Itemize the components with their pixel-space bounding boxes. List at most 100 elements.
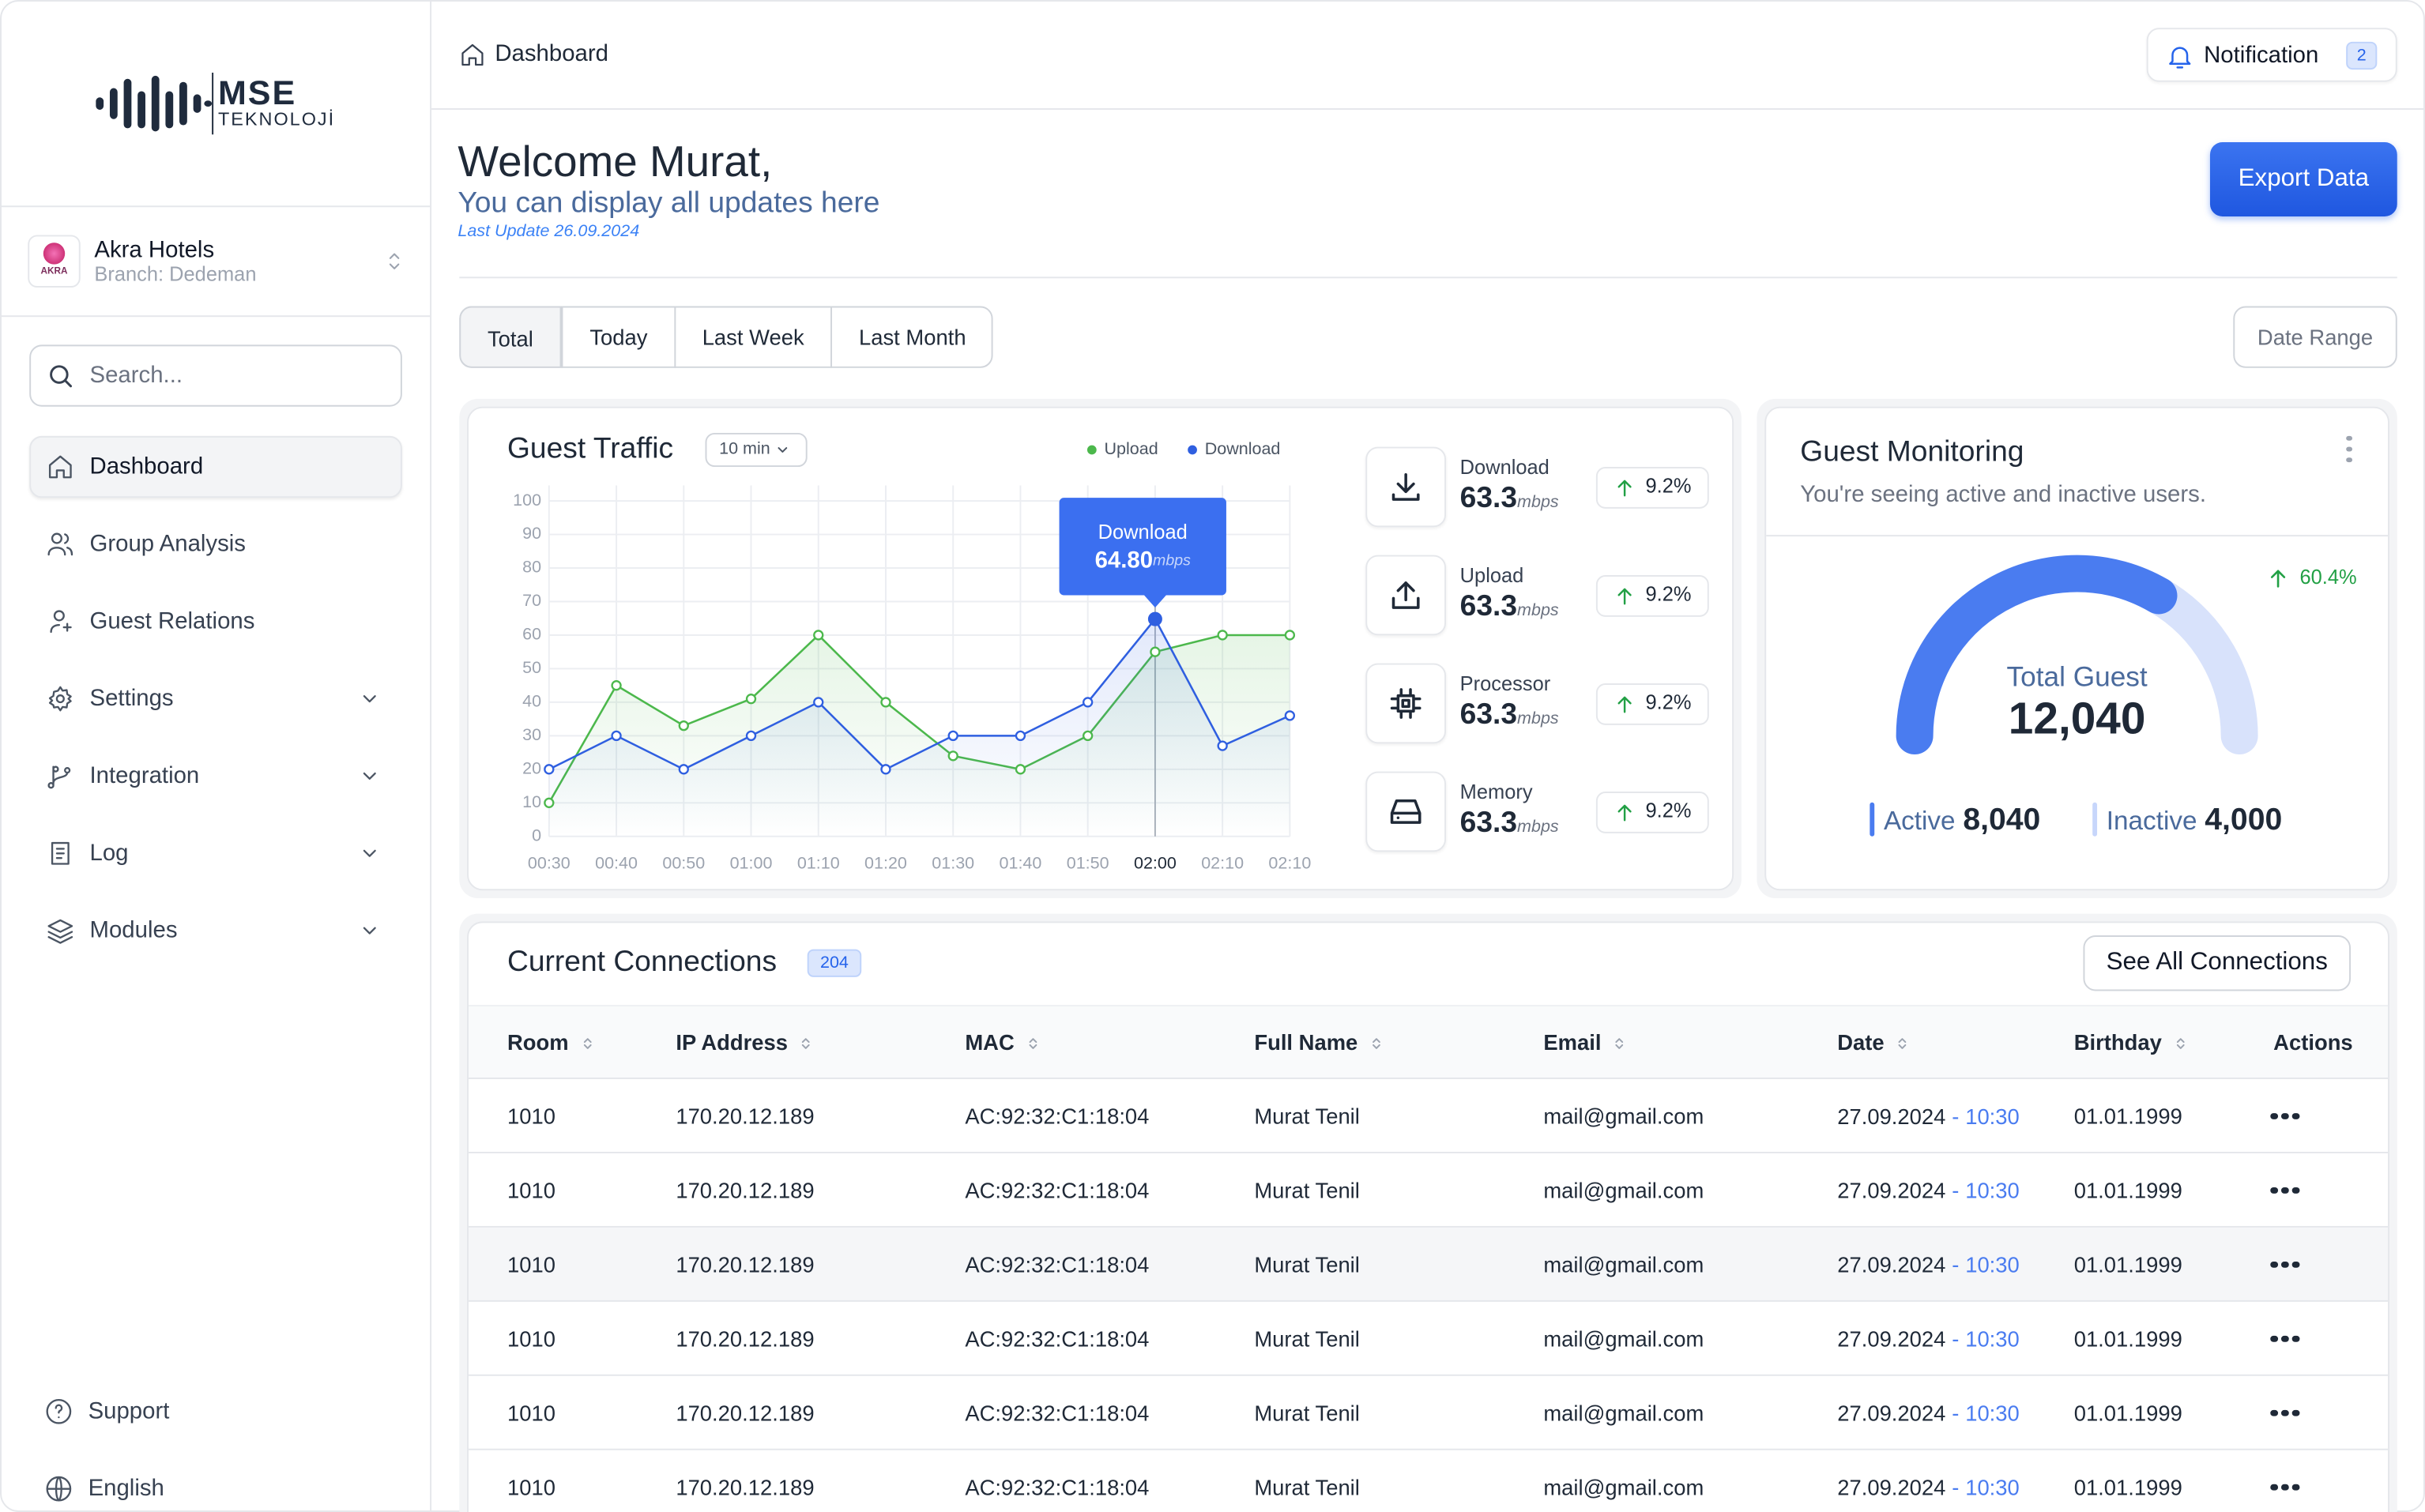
table-row (469, 1079, 2389, 1153)
icon-path (2176, 1038, 2185, 1050)
icon-user (50, 610, 72, 634)
column-label: Actions (2273, 1029, 2353, 1055)
actions-button[interactable] (2267, 1397, 2307, 1428)
tab[interactable]: Last Week (674, 306, 830, 368)
stat-icon-box (1365, 663, 1447, 744)
nav-item[interactable] (29, 436, 402, 498)
column-label: Email (1543, 1029, 1602, 1055)
icon-path (1391, 581, 1420, 609)
actions-button[interactable] (2267, 1472, 2307, 1503)
cell-room: 1010 (506, 1252, 555, 1277)
actions-button[interactable] (2267, 1100, 2307, 1131)
tab[interactable]: Total (459, 306, 562, 368)
stat-unit: mbps (1517, 601, 1559, 620)
tab-label: Last Month (858, 324, 966, 350)
action-dot (2291, 1483, 2299, 1491)
welcome-subtitle: You can display all updates here (458, 186, 880, 220)
cell-email: mail@gmail.com (1543, 1401, 1704, 1426)
stat-value: 63.3mbps (1460, 591, 1559, 625)
cell-date: 27.09.2024-10:30 (1837, 1475, 2020, 1499)
change-pill (1595, 467, 1709, 509)
column-label: MAC (965, 1029, 1015, 1055)
tab-label: Today (589, 324, 648, 350)
icon-sort (1616, 1038, 1624, 1050)
actions-button[interactable] (2267, 1249, 2307, 1280)
cell-birthday: 01.01.1999 (2073, 1401, 2182, 1426)
stat-unit: mbps (1517, 709, 1559, 728)
column-header[interactable]: Email (1543, 1029, 1629, 1055)
data-point (880, 697, 891, 708)
y-tick-label: 50 (522, 658, 541, 677)
logo-bar (137, 91, 145, 129)
notification-count: 2 (2356, 46, 2367, 66)
stat-unit: mbps (1517, 493, 1559, 512)
icon-path (51, 841, 70, 865)
legend-swatch (1188, 445, 1197, 455)
icon-chevd (363, 772, 376, 780)
gauge-active (1896, 555, 2178, 755)
nav-item[interactable] (29, 822, 402, 884)
column-header[interactable]: Room (507, 1029, 597, 1055)
data-point (745, 693, 757, 705)
x-tick-label: 01:20 (864, 854, 907, 873)
stat-value: 63.3mbps (1460, 483, 1559, 517)
data-point (1217, 630, 1228, 641)
icon-path (802, 1038, 811, 1050)
legend-label: Active (1883, 806, 1956, 836)
gauge-label: Total Guest (2006, 660, 2148, 693)
see-all-button[interactable]: See All Connections (2083, 935, 2352, 991)
column-header[interactable]: MAC (965, 1029, 1042, 1055)
nav-item[interactable] (29, 900, 402, 961)
y-tick-label: 90 (522, 524, 541, 543)
divider (0, 315, 431, 318)
footer-item[interactable] (29, 1461, 402, 1512)
x-tick-label: 01:10 (797, 854, 840, 873)
table-row (469, 1376, 2389, 1450)
interval-dropdown[interactable] (705, 432, 808, 468)
column-label: Date (1837, 1029, 1885, 1055)
date: 27.09.2024 (1837, 1252, 1946, 1277)
icon-upload (1391, 581, 1420, 609)
count-label: 204 (819, 953, 849, 972)
tab[interactable]: Today (561, 306, 674, 368)
action-dot (2280, 1483, 2288, 1491)
footer-item[interactable] (29, 1384, 402, 1439)
icon-path (363, 772, 376, 780)
nav-item[interactable] (29, 668, 402, 729)
stat-label: Download (1459, 455, 1550, 479)
time: 10:30 (1965, 1326, 2020, 1352)
actions-button[interactable] (2267, 1323, 2307, 1354)
action-dot (2280, 1260, 2288, 1268)
gauge (1896, 555, 2258, 755)
date-range-button[interactable]: Date Range (2233, 306, 2397, 368)
cell-mac: AC:92:32:C1:18:04 (965, 1474, 1150, 1500)
date: 27.09.2024 (1837, 1326, 1946, 1352)
icon-path (1617, 587, 1631, 604)
export-button[interactable]: Export Data (2209, 142, 2397, 216)
column-header[interactable]: IP Address (676, 1029, 815, 1055)
tab[interactable]: Last Month (830, 306, 993, 368)
cell-ip: 170.20.12.189 (676, 1474, 815, 1500)
search-box[interactable] (29, 344, 402, 407)
action-dot (2270, 1334, 2278, 1342)
column-header[interactable]: Full Name (1254, 1029, 1385, 1055)
logo-bar (193, 94, 201, 113)
cell-date: 27.09.2024-10:30 (1837, 1104, 2020, 1128)
cell-birthday: 01.01.1999 (2073, 1474, 2182, 1500)
footer-label: Support (88, 1397, 170, 1425)
hotel-logo: AKRA (28, 235, 81, 288)
see-all-label: See All Connections (2106, 949, 2328, 976)
date: 27.09.2024 (1837, 1401, 1946, 1426)
icon-path (1617, 479, 1631, 496)
column-header[interactable]: Date (1837, 1029, 1912, 1055)
logo-bar (151, 75, 160, 132)
cell-ip: 170.20.12.189 (676, 1401, 815, 1426)
x-tick-label: 02:00 (1134, 854, 1177, 873)
notification-button[interactable] (2146, 28, 2397, 82)
column-header[interactable]: Birthday (2074, 1029, 2190, 1055)
nav-item[interactable] (29, 745, 402, 807)
actions-button[interactable] (2267, 1175, 2307, 1205)
breadcrumb: Dashboard (495, 40, 608, 67)
cell-birthday: 01.01.1999 (2073, 1178, 2182, 1203)
stat-value: 63.3mbps (1460, 699, 1559, 733)
